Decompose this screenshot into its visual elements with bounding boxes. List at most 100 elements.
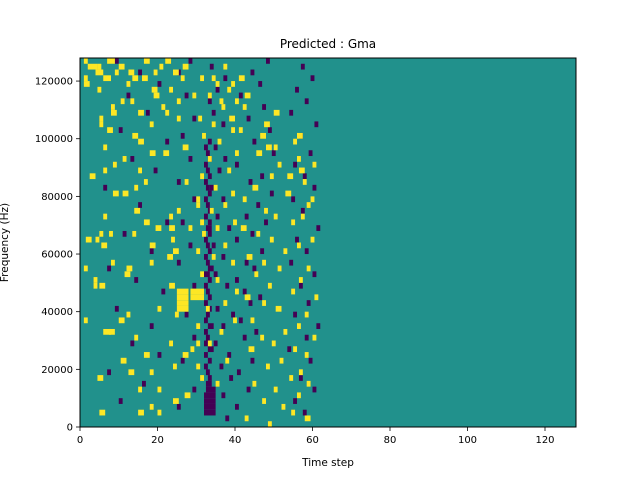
heatmap-cell-high-24 xyxy=(103,144,108,151)
heatmap-cell-high-105 xyxy=(165,58,172,64)
heatmap-cell-high-112 xyxy=(132,75,139,82)
heatmap-cell-low-123 xyxy=(291,196,296,203)
heatmap-cell-low-55 xyxy=(221,254,226,260)
heatmap-cell-low-52 xyxy=(215,305,220,312)
heatmap-cell-low-62 xyxy=(223,156,228,162)
heatmap-cell-low-164 xyxy=(192,282,197,289)
heatmap-cell-high-41 xyxy=(182,63,189,70)
heatmap-cell-high-196 xyxy=(173,363,177,370)
heatmap-cell-low-126 xyxy=(293,161,298,168)
heatmap-cell-high-77 xyxy=(182,144,189,151)
heatmap-cell-high-122 xyxy=(176,98,181,105)
heatmap-cell-high-173 xyxy=(312,334,317,341)
heatmap-cell-high-48 xyxy=(149,403,154,410)
heatmap-cell-low-106 xyxy=(302,409,307,416)
heatmap-cell-high-16 xyxy=(184,179,189,185)
heatmap-cell-high-171 xyxy=(283,328,288,335)
x-axis: 0 20 40 60 80 100 120 xyxy=(77,427,555,446)
heatmap-cell-low-10 xyxy=(204,352,208,358)
heatmap-cell-low-165 xyxy=(176,259,181,266)
heatmap-cell-low-32 xyxy=(205,225,212,231)
heatmap-cell-low-14 xyxy=(204,328,208,335)
heatmap-cell-high-82 xyxy=(176,115,181,122)
heatmap-cell-low-40 xyxy=(204,179,208,185)
heatmap-cell-low-79 xyxy=(238,317,243,324)
heatmap-cell-low-89 xyxy=(250,230,255,237)
heatmap-cell-low-143 xyxy=(134,277,139,283)
heatmap-cell-high-38 xyxy=(211,75,216,82)
heatmap-cell-low-170 xyxy=(188,156,193,162)
heatmap-cell-high-109 xyxy=(126,81,131,87)
heatmap-cell-low-24 xyxy=(204,271,210,278)
heatmap-cell-high-124 xyxy=(138,109,144,116)
heatmap-cell-high-54 xyxy=(182,352,189,358)
heatmap-cell-low-116 xyxy=(298,282,303,289)
heatmap-cell-high-208 xyxy=(231,259,236,266)
heatmap-cell-high-21 xyxy=(173,248,179,255)
y-axis: 0 20000 40000 60000 80000 100000 120000 xyxy=(35,77,80,434)
heatmap-cell-high-215 xyxy=(223,202,228,208)
heatmap-cell-low-29 xyxy=(205,242,210,249)
heatmap-cell-high-148 xyxy=(300,213,305,220)
heatmap-cell-low-20 xyxy=(207,294,212,301)
heatmap-cell-low-46 xyxy=(204,144,208,151)
heatmap-cell-high-157 xyxy=(262,259,267,266)
heatmap-cell-high-175 xyxy=(248,346,255,353)
heatmap-cell-high-189 xyxy=(304,415,311,422)
heatmap-cell-high-133 xyxy=(297,156,301,162)
heatmap-cell-low-140 xyxy=(149,323,154,329)
heatmap-cell-low-133 xyxy=(310,75,315,82)
heatmap-cell-high-190 xyxy=(244,415,249,422)
heatmap-cell-high-70 xyxy=(134,184,139,191)
heatmap-cell-low-63 xyxy=(213,144,218,151)
heatmap-cell-low-16 xyxy=(204,317,208,324)
x-tick-label-0: 0 xyxy=(77,435,83,446)
heatmap-cell-low-110 xyxy=(308,357,313,364)
heatmap-cell-high-86 xyxy=(138,409,144,416)
heatmap-cell-high-28 xyxy=(111,109,117,116)
heatmap-cell-high-69 xyxy=(122,190,129,197)
y-tick-label-5: 100000 xyxy=(35,134,73,145)
heatmap-cell-high-224 xyxy=(231,127,236,133)
heatmap-cell-high-6 xyxy=(93,282,98,289)
heatmap-cell-low-144 xyxy=(107,265,112,272)
heatmap-cell-high-15 xyxy=(196,196,201,203)
heatmap-cell-low-142 xyxy=(161,288,166,295)
heatmap-cell-high-19 xyxy=(176,207,181,214)
heatmap-cell-high-141 xyxy=(252,184,259,191)
heatmap-cell-high-154 xyxy=(297,242,301,249)
heatmap-cell-low-71 xyxy=(235,403,239,410)
heatmap-cell-high-22 xyxy=(171,236,175,243)
heatmap-cell-high-184 xyxy=(273,386,278,393)
heatmap-cell-low-30 xyxy=(204,236,208,243)
y-tick-label-4: 80000 xyxy=(41,192,73,203)
heatmap-cell-high-172 xyxy=(260,334,265,341)
x-tick-label-3: 60 xyxy=(306,435,319,446)
heatmap-cell-low-127 xyxy=(308,150,313,157)
heatmap-cell-low-175 xyxy=(188,58,193,64)
heatmap-cell-low-27 xyxy=(204,254,208,260)
heatmap-cell-high-138 xyxy=(269,173,274,180)
heatmap-cell-high-219 xyxy=(227,167,232,174)
heatmap-cell-low-95 xyxy=(260,173,265,180)
heatmap-cell-high-61 xyxy=(196,248,201,255)
heatmap-cell-low-149 xyxy=(103,184,108,191)
x-tick-label-6: 120 xyxy=(535,435,554,446)
heatmap-cell-high-163 xyxy=(291,288,296,295)
y-tick-label-3: 60000 xyxy=(41,250,73,261)
heatmap-cell-low-137 xyxy=(107,369,112,376)
heatmap-cell-high-121 xyxy=(219,98,224,105)
heatmap-cell-high-191 xyxy=(267,421,272,427)
heatmap-cell-low-70 xyxy=(225,415,230,422)
heatmap-cell-high-88 xyxy=(196,363,201,370)
heatmap-cell-high-84 xyxy=(192,92,197,99)
heatmap-cell-high-151 xyxy=(256,230,261,237)
heatmap-cell-low-78 xyxy=(254,328,259,335)
heatmap-cell-high-74 xyxy=(112,161,117,168)
heatmap-cell-high-188 xyxy=(291,409,296,416)
heatmap-cell-low-67 xyxy=(215,86,220,93)
heatmap-cell-high-35 xyxy=(83,75,88,82)
heatmap-cell-low-162 xyxy=(192,334,197,341)
heatmap-cell-high-167 xyxy=(275,305,282,312)
